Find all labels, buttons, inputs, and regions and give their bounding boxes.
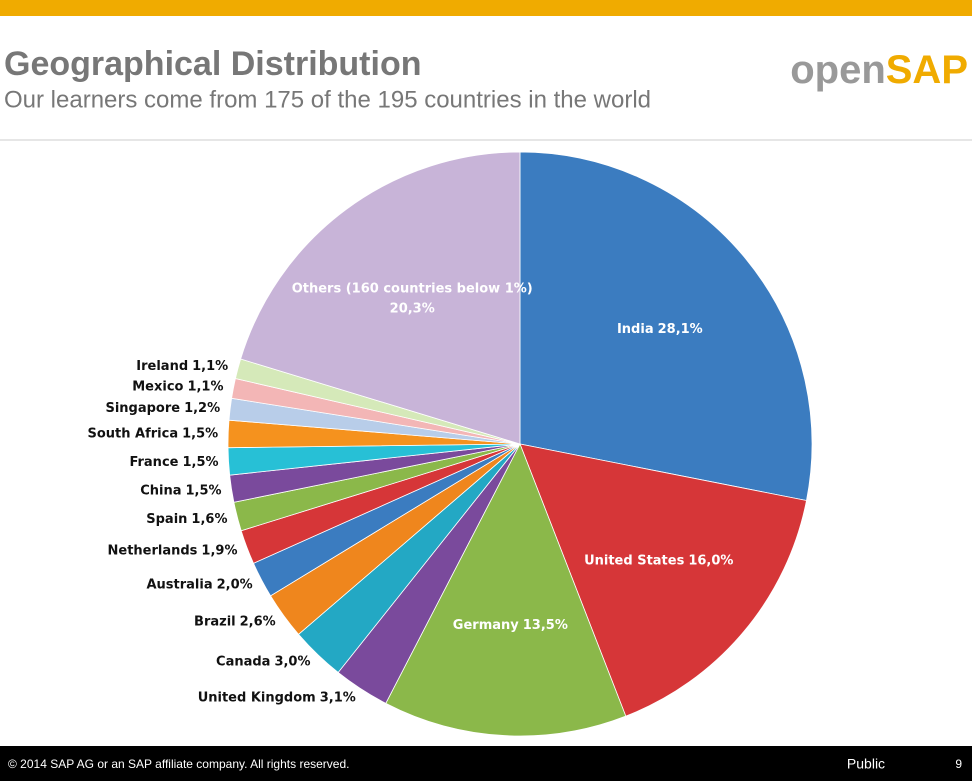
pie-slice [240, 151, 521, 445]
slice-label: Canada 3,0% [216, 654, 310, 669]
slice-value-label: 3,1% [320, 690, 356, 705]
slice-value-label: 16,0% [688, 553, 733, 568]
slice-label: Others (160 countries below 1%) 20,3% [292, 281, 533, 316]
slice-label: Netherlands 1,9% [108, 543, 238, 558]
pie-slice [519, 443, 807, 717]
slice-label: Ireland 1,1% [136, 359, 228, 374]
slice-category: Australia [146, 577, 212, 592]
slice-value-label: 1,5% [182, 426, 218, 441]
slice-label: Mexico 1,1% [132, 379, 223, 394]
slice-category: South Africa [88, 426, 179, 441]
slice-category: France [129, 455, 178, 470]
slice-value-label: 1,1% [192, 359, 228, 374]
slice-category: Spain [146, 512, 187, 527]
pie-slice [385, 443, 627, 737]
logo: openSAP [790, 48, 968, 92]
slice-value-label: 28,1% [658, 322, 703, 337]
slice-value-label: 13,5% [523, 617, 568, 632]
slice-label: Singapore 1,2% [105, 401, 220, 416]
footer-copyright: © 2014 SAP AG or an SAP affiliate compan… [8, 757, 349, 771]
slice-label: United States 16,0% [584, 553, 733, 568]
slice-value-label: 3,0% [274, 654, 310, 669]
slice-category: Germany [453, 617, 519, 632]
slice-label: United Kingdom 3,1% [198, 690, 356, 705]
slide-subtitle: Our learners come from 175 of the 195 co… [4, 86, 651, 113]
slice-category: India [617, 322, 654, 337]
slice-label: Brazil 2,6% [194, 614, 276, 629]
slice-category: Singapore [105, 401, 180, 416]
slice-label: France 1,5% [129, 455, 218, 470]
slice-label: Spain 1,6% [146, 512, 227, 527]
slice-value-label: 1,5% [182, 455, 218, 470]
slice-category: United Kingdom [198, 690, 316, 705]
slice-category: Netherlands [108, 543, 198, 558]
slice-category: Ireland [136, 359, 188, 374]
slice-category: China [140, 483, 181, 498]
slice-value-label: 1,9% [201, 543, 237, 558]
logo-sap: SAP [886, 48, 968, 92]
slice-category: Mexico [132, 379, 183, 394]
slide-title: Geographical Distribution [4, 45, 421, 83]
footer-bar [0, 746, 972, 781]
slice-value-label: 2,6% [240, 614, 276, 629]
slice-category: United States [584, 553, 685, 568]
slice-value-label: 1,2% [184, 401, 220, 416]
slice-label: South Africa 1,5% [88, 426, 219, 441]
slice-label: Australia 2,0% [146, 577, 252, 592]
slice-label: China 1,5% [140, 483, 221, 498]
slice-label: India 28,1% [617, 322, 703, 337]
slice-value-label: 20,3% [390, 301, 435, 316]
logo-open: open [790, 48, 886, 92]
pie-slice [519, 151, 813, 501]
slice-category: Others (160 countries below 1%) [292, 281, 533, 296]
slice-value-label: 2,0% [217, 577, 253, 592]
slice-category: Canada [216, 654, 270, 669]
slice-value-label: 1,1% [187, 379, 223, 394]
slice-value-label: 1,5% [186, 483, 222, 498]
pie-chart: India 28,1% United States 16,0% Germany 13,5%… [88, 151, 813, 737]
slice-value-label: 1,6% [191, 512, 227, 527]
slice-category: Brazil [194, 614, 236, 629]
slice-label: Germany 13,5% [453, 617, 568, 632]
footer-classification: Public [847, 756, 885, 772]
footer-page: 9 [955, 757, 962, 771]
top-bar [0, 0, 972, 16]
